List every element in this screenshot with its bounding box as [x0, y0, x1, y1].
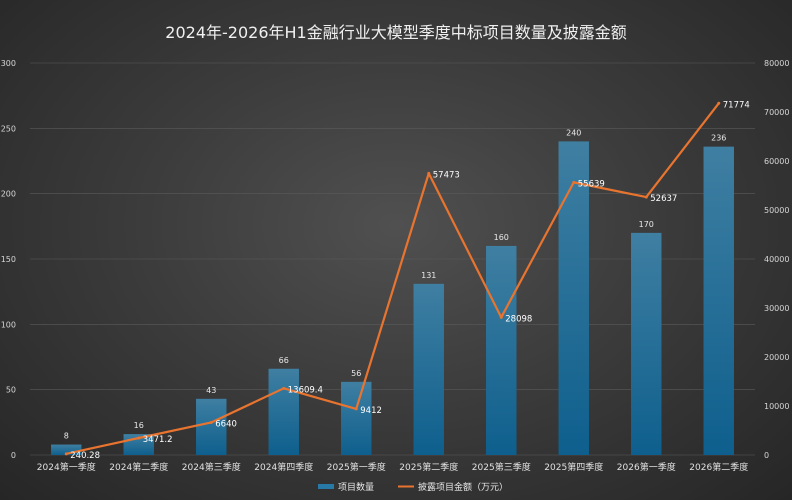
right-tick-label: 80000	[764, 59, 789, 68]
line-value-label: 28098	[505, 314, 532, 324]
left-tick-label: 0	[11, 451, 16, 460]
bar-value-label: 160	[494, 233, 509, 242]
line-series: 240.28 3471.2 6640 13609.4 9412 57473 28098 556…	[64, 100, 750, 461]
bar	[631, 232, 662, 455]
left-tick-label: 250	[1, 124, 16, 133]
left-tick-label: 50	[6, 386, 16, 395]
left-tick-label: 300	[1, 59, 16, 68]
line-point	[572, 180, 576, 184]
bar-value-label: 66	[279, 356, 289, 365]
bar	[196, 398, 227, 455]
left-y-axis: 0 50 100 150 200 250 300	[1, 59, 16, 460]
x-tick-label: 2025第二季度	[399, 461, 458, 473]
right-tick-label: 70000	[764, 108, 789, 117]
bar-value-label: 43	[206, 386, 216, 395]
line-value-label: 57473	[433, 170, 460, 180]
right-tick-label: 0	[764, 451, 769, 460]
bar	[268, 368, 299, 455]
bar	[703, 146, 734, 456]
right-tick-label: 10000	[764, 402, 789, 411]
line-value-label: 6640	[215, 419, 237, 429]
right-tick-label: 30000	[764, 304, 789, 313]
gridlines	[30, 62, 755, 456]
line-value-label: 55639	[578, 179, 605, 189]
bar-value-label: 131	[421, 271, 436, 280]
x-axis: 2024第一季度 2024第二季度 2024第三季度 2024第四季度 2025第一季度…	[37, 461, 748, 473]
line-point	[644, 195, 648, 199]
line-value-label: 3471.2	[143, 435, 173, 445]
legend-label-line: 披露项目金额（万元）	[418, 481, 508, 493]
right-y-axis: 0 10000 20000 30000 40000 50000 60000 70000 8000…	[764, 59, 789, 460]
x-tick-label: 2024第二季度	[109, 461, 168, 473]
bar-value-label: 236	[711, 134, 726, 143]
line-point	[499, 315, 503, 319]
x-tick-label: 2025第三季度	[472, 461, 531, 473]
legend: 项目数量 披露项目金额（万元）	[318, 481, 508, 493]
x-tick-label: 2026第二季度	[689, 461, 748, 473]
line-value-label: 13609.4	[288, 385, 323, 395]
line-point	[137, 436, 141, 440]
bar	[486, 245, 517, 455]
line-point	[64, 452, 68, 456]
bar	[413, 283, 444, 455]
bar	[558, 141, 589, 455]
line-point	[354, 407, 358, 411]
right-tick-label: 60000	[764, 157, 789, 166]
line-path	[66, 102, 720, 455]
right-tick-label: 40000	[764, 255, 789, 264]
bar-value-label: 8	[64, 432, 69, 441]
line-value-label: 240.28	[70, 451, 100, 461]
line-value-label: 71774	[723, 100, 750, 110]
line-point	[209, 420, 213, 424]
left-tick-label: 150	[1, 255, 16, 264]
legend-label-bars: 项目数量	[338, 481, 374, 493]
x-tick-label: 2026第一季度	[617, 461, 676, 473]
line-value-label: 52637	[650, 194, 677, 204]
left-tick-label: 200	[1, 190, 16, 199]
left-tick-label: 100	[1, 320, 16, 329]
bar	[341, 381, 372, 455]
line-point	[282, 386, 286, 390]
bar-value-label: 170	[639, 220, 654, 229]
right-tick-label: 50000	[764, 206, 789, 215]
line-point	[427, 171, 431, 175]
bar	[51, 444, 82, 455]
bar-value-label: 240	[566, 128, 581, 137]
chart-title: 2024年-2026年H1金融行业大模型季度中标项目数量及披露金额	[165, 23, 626, 42]
x-tick-label: 2024第一季度	[37, 461, 96, 473]
line-value-label: 9412	[360, 406, 382, 416]
line-point	[717, 101, 721, 105]
bar-series: 8 16 43 66 56 131 160 240 170 236	[51, 128, 734, 456]
legend-swatch-bars	[318, 484, 334, 489]
x-tick-label: 2024第三季度	[182, 461, 241, 473]
x-tick-label: 2025第一季度	[327, 461, 386, 473]
bar-value-label: 16	[134, 421, 144, 430]
bar-value-label: 56	[351, 369, 361, 378]
x-tick-label: 2025第四季度	[544, 461, 603, 473]
x-tick-label: 2024第四季度	[254, 461, 313, 473]
right-tick-label: 20000	[764, 353, 789, 362]
